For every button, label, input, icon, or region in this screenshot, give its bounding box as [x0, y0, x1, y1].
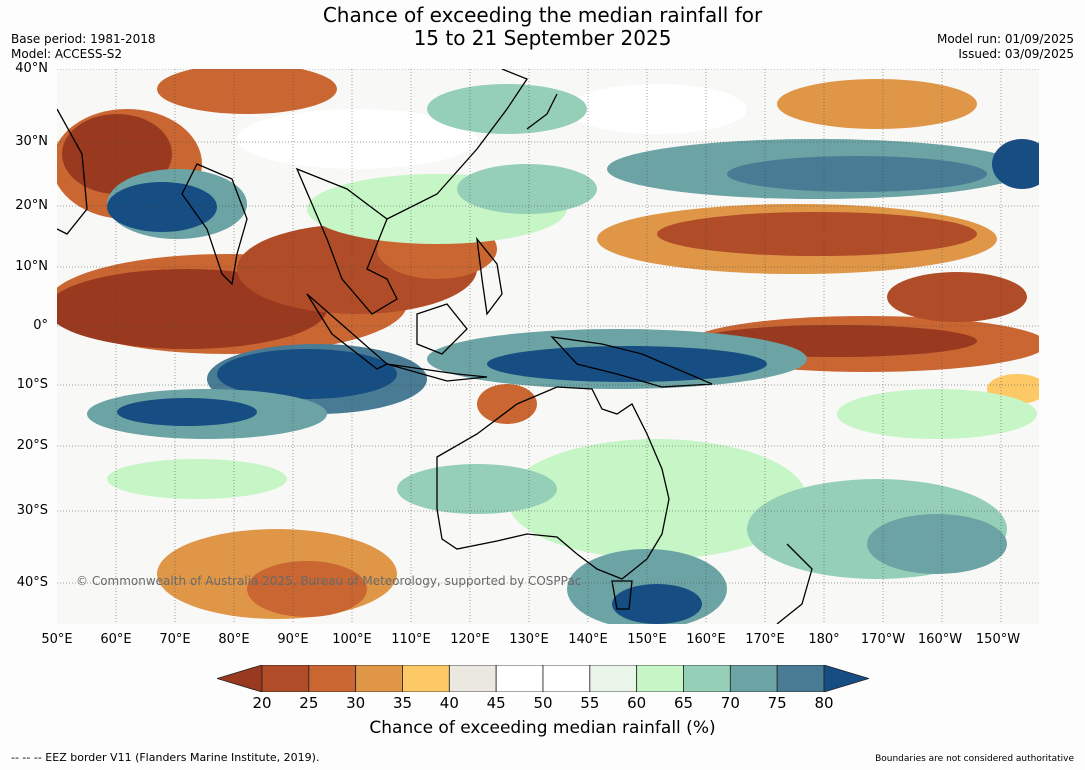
lat-label-40n: 40°N — [15, 61, 48, 76]
lon-label-150w: 150°W — [975, 632, 1021, 647]
colorbar-tick-label: 75 — [767, 694, 787, 712]
lat-label-30s: 30°S — [16, 503, 48, 518]
sumatra-outline — [306, 293, 389, 370]
colorbar-tick-label: 55 — [580, 694, 600, 712]
map-title: Chance of exceeding the median rainfall … — [0, 4, 1085, 50]
coastlines — [57, 69, 813, 624]
lat-label-30n: 30°N — [15, 134, 48, 149]
lon-label-50e: 50°E — [41, 632, 73, 647]
colorbar-cell — [776, 664, 825, 693]
colorbar-tick-label: 35 — [392, 694, 413, 712]
lon-label-170e: 170°E — [745, 632, 785, 647]
colorbar-tick-label: 65 — [673, 694, 694, 712]
colorbar-tick-label: 40 — [439, 694, 459, 712]
title-line-2: 15 to 21 September 2025 — [413, 26, 672, 50]
colorbar — [215, 664, 871, 693]
lon-label-60e: 60°E — [100, 632, 132, 647]
colorbar-cell — [542, 664, 591, 693]
lon-label-140e: 140°E — [568, 632, 608, 647]
colorbar-tick-label: 50 — [533, 694, 553, 712]
rainfall-anomaly-field — [57, 69, 1039, 624]
meta-right: Model run: 01/09/2025 Issued: 03/09/2025 — [937, 32, 1074, 62]
eez-border-note: -- -- -- EEZ border V11 (Flanders Marine… — [11, 751, 320, 764]
boundaries-disclaimer: Boundaries are not considered authoritat… — [875, 754, 1074, 764]
new-guinea-outline — [550, 336, 713, 388]
java-outline — [386, 363, 488, 382]
colorbar-cell — [729, 664, 778, 693]
lon-label-180: 180° — [808, 632, 840, 647]
colorbar-cell — [589, 664, 638, 693]
copyright-notice: © Commonwealth of Australia 2025, Bureau… — [76, 574, 582, 588]
lon-label-120e: 120°E — [450, 632, 490, 647]
colorbar-label: Chance of exceeding median rainfall (%) — [369, 718, 716, 738]
new-zealand-outline — [776, 543, 813, 624]
lon-label-130e: 130°E — [509, 632, 549, 647]
lon-label-110e: 110°E — [391, 632, 431, 647]
colorbar-tick-label: 60 — [627, 694, 647, 712]
colorbar-cell — [402, 664, 450, 693]
model-name: Model: ACCESS-S2 — [11, 47, 123, 61]
arabia-outline — [57, 108, 88, 235]
southeast-asia-outline — [295, 167, 398, 315]
colorbar-tick-label: 80 — [814, 694, 834, 712]
model-run: Model run: 01/09/2025 — [936, 32, 1074, 46]
rainfall-map — [57, 69, 1039, 624]
colorbar-tick-label: 20 — [252, 694, 272, 712]
issued-date: Issued: 03/09/2025 — [958, 47, 1074, 61]
lon-label-160w: 160°W — [917, 632, 963, 647]
colorbar-tick-label: 70 — [720, 694, 740, 712]
lon-label-170w: 170°W — [860, 632, 906, 647]
colorbar-tick-label: 25 — [299, 694, 319, 712]
lon-label-150e: 150°E — [627, 632, 667, 647]
lat-label-10s: 10°S — [16, 377, 48, 392]
lat-label-20s: 20°S — [16, 438, 48, 453]
colorbar-svg — [215, 664, 871, 693]
colorbar-cell — [261, 664, 310, 693]
colorbar-cell — [448, 664, 497, 693]
tasmania-outline — [611, 580, 633, 610]
colorbar-cell — [495, 664, 544, 693]
colorbar-cell — [636, 664, 684, 693]
base-period: Base period: 1981-2018 — [11, 32, 156, 46]
borneo-outline — [416, 303, 468, 355]
colorbar-cell — [355, 664, 403, 693]
colorbar-extend-low — [215, 664, 263, 693]
lon-label-100e: 100°E — [332, 632, 372, 647]
colorbar-cell — [683, 664, 731, 693]
lat-label-0: 0° — [33, 318, 48, 333]
lon-label-160e: 160°E — [686, 632, 726, 647]
meta-left: Base period: 1981-2018 Model: ACCESS-S2 — [11, 32, 156, 62]
colorbar-tick-label: 45 — [486, 694, 506, 712]
australia-outline — [436, 386, 670, 580]
japan-outline — [526, 93, 558, 130]
china-coast-outline — [386, 69, 528, 220]
graticule — [57, 69, 1039, 624]
lat-label-40s: 40°S — [16, 575, 48, 590]
philippines-outline — [476, 236, 503, 316]
colorbar-cell — [308, 664, 357, 693]
lon-label-70e: 70°E — [159, 632, 191, 647]
lat-label-10n: 10°N — [15, 259, 48, 274]
india-outline — [181, 163, 248, 286]
title-line-1: Chance of exceeding the median rainfall … — [322, 3, 763, 27]
lon-label-80e: 80°E — [218, 632, 250, 647]
map-svg — [57, 69, 1039, 624]
colorbar-tick-label: 30 — [346, 694, 366, 712]
colorbar-extend-high — [823, 664, 871, 693]
lat-label-20n: 20°N — [15, 198, 48, 213]
lon-label-90e: 90°E — [277, 632, 309, 647]
